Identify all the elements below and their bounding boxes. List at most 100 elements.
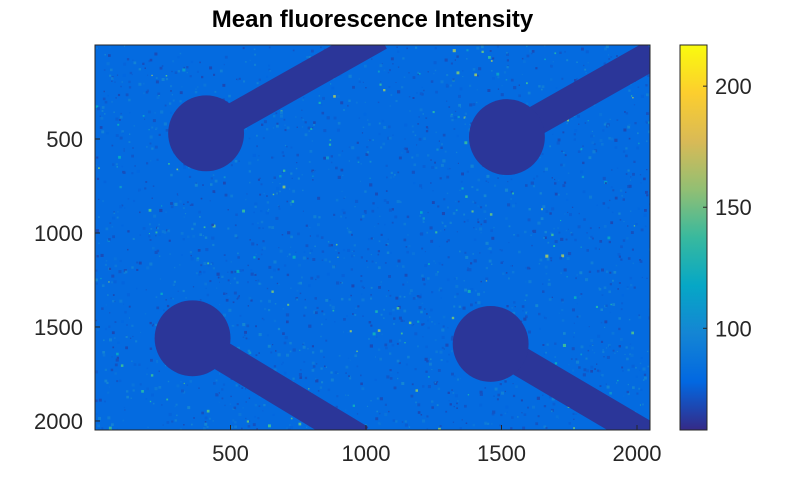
speckle (108, 238, 111, 241)
speckle (471, 210, 474, 213)
speckle (274, 303, 277, 305)
speckle (289, 201, 292, 204)
speckle (158, 386, 162, 389)
speckle (273, 115, 276, 118)
speckle (97, 329, 99, 331)
speckle (131, 324, 134, 327)
speckle (438, 245, 441, 247)
speckle (384, 223, 386, 226)
speckle (487, 422, 490, 425)
speckle (113, 111, 115, 113)
speckle (504, 188, 509, 192)
speckle (422, 277, 425, 281)
speckle (592, 150, 596, 154)
speckle (109, 46, 111, 48)
speckle (161, 78, 165, 81)
speckle (129, 112, 131, 114)
speckle (131, 383, 135, 387)
speckle (154, 111, 157, 114)
speckle (389, 69, 391, 72)
speckle (358, 78, 360, 80)
speckle (577, 225, 581, 229)
speckle (629, 276, 633, 280)
speckle (314, 245, 316, 248)
speckle (648, 308, 650, 310)
speckle (538, 263, 541, 265)
speckle (332, 309, 335, 312)
speckle (288, 253, 291, 256)
speckle (466, 58, 468, 60)
speckle (276, 124, 279, 128)
speckle (281, 151, 284, 154)
speckle (385, 244, 388, 246)
speckle (417, 403, 421, 407)
speckle (614, 138, 618, 142)
speckle (244, 330, 247, 334)
speckle (279, 249, 283, 253)
speckle (179, 428, 182, 430)
speckle (644, 225, 647, 228)
speckle (451, 113, 453, 115)
speckle (561, 309, 564, 312)
speckle (212, 190, 216, 193)
speckle (570, 233, 574, 236)
speckle (479, 392, 483, 396)
speckle (441, 335, 445, 339)
speckle (586, 232, 588, 234)
speckle (385, 190, 388, 192)
speckle (609, 391, 612, 395)
speckle (499, 249, 501, 251)
speckle (101, 130, 105, 134)
speckle (246, 420, 249, 423)
speckle (455, 209, 458, 212)
speckle (262, 227, 264, 229)
speckle (277, 327, 281, 331)
speckle (491, 412, 495, 416)
speckle (310, 276, 314, 280)
speckle (403, 222, 407, 226)
speckle (189, 75, 192, 78)
speckle (403, 309, 407, 313)
speckle (432, 111, 435, 114)
speckle (362, 81, 364, 83)
speckle (223, 313, 227, 317)
speckle (196, 70, 199, 73)
speckle (406, 150, 410, 154)
speckle (98, 416, 101, 420)
speckle (300, 117, 303, 119)
speckle (627, 383, 629, 386)
speckle (470, 262, 473, 265)
speckle (506, 305, 509, 308)
speckle (554, 240, 558, 244)
speckle (329, 304, 332, 307)
speckle (239, 269, 242, 272)
speckle (284, 124, 286, 126)
speckle (483, 210, 487, 213)
speckle (635, 223, 638, 226)
speckle (614, 196, 618, 200)
speckle (133, 61, 137, 65)
speckle (357, 305, 360, 308)
speckle (487, 181, 489, 183)
speckle (377, 266, 381, 270)
speckle (110, 427, 112, 429)
speckle (496, 398, 499, 401)
speckle (272, 156, 275, 159)
speckle (616, 351, 618, 353)
speckle (603, 62, 607, 65)
speckle (413, 182, 416, 185)
speckle (626, 286, 629, 289)
speckle (348, 74, 352, 78)
speckle (211, 236, 215, 240)
speckle (618, 212, 621, 215)
speckle (413, 163, 417, 167)
speckle (406, 281, 408, 283)
speckle (183, 203, 185, 205)
speckle (255, 280, 257, 282)
speckle (121, 165, 124, 168)
speckle (374, 378, 377, 381)
speckle (191, 203, 194, 206)
speckle (210, 263, 213, 265)
speckle (238, 295, 240, 297)
speckle (518, 250, 521, 254)
